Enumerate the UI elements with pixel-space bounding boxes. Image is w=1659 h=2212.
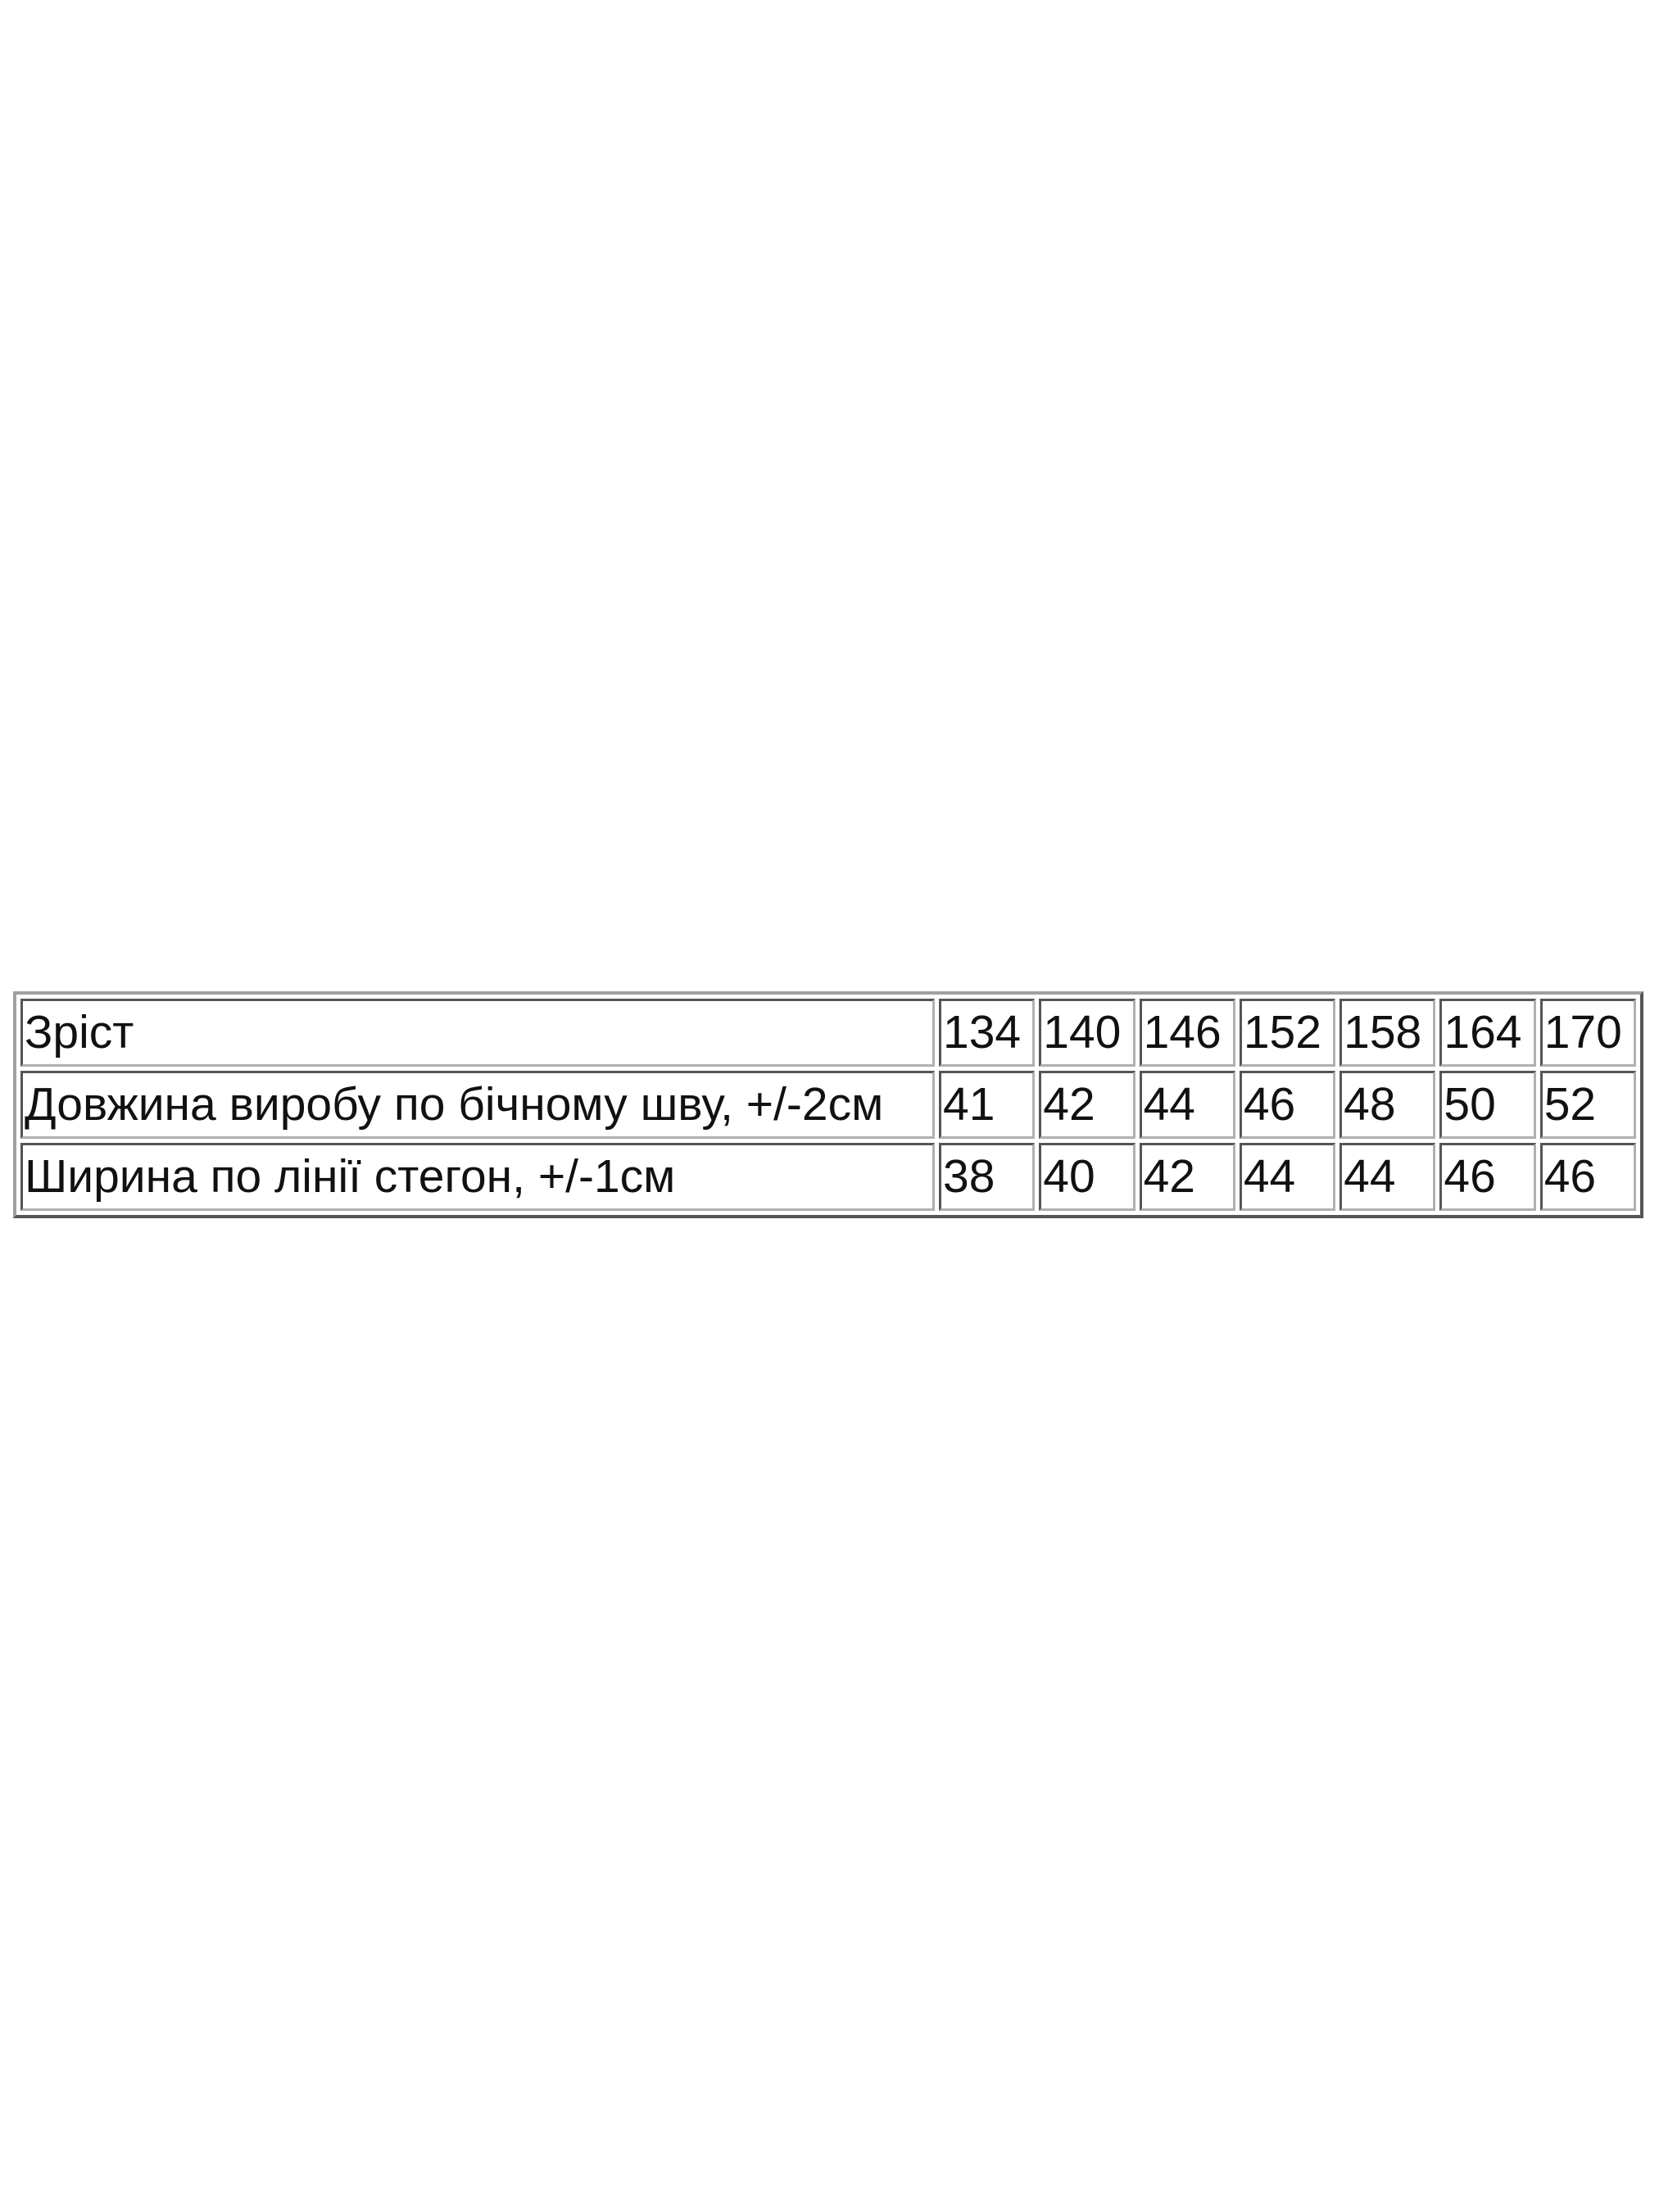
table-cell: 48 (1339, 1071, 1436, 1139)
table-cell: 164 (1439, 999, 1536, 1067)
table-cell: 46 (1539, 1143, 1636, 1211)
table-cell: 140 (1039, 999, 1135, 1067)
table-cell: 42 (1039, 1071, 1135, 1139)
table-cell: 46 (1439, 1143, 1536, 1211)
table-cell: 46 (1239, 1071, 1336, 1139)
table-cell: 44 (1339, 1143, 1436, 1211)
table-cell: 152 (1239, 999, 1336, 1067)
table-cell: 42 (1139, 1143, 1235, 1211)
table-cell: 38 (939, 1143, 1036, 1211)
row-label: Зріст (20, 999, 935, 1067)
table-cell: 44 (1239, 1143, 1336, 1211)
table-cell: 44 (1139, 1071, 1235, 1139)
table-cell: 50 (1439, 1071, 1536, 1139)
table-cell: 146 (1139, 999, 1235, 1067)
table-row: Довжина виробу по бічному шву, +/-2см 41 4… (20, 1071, 1636, 1139)
table-cell: 158 (1339, 999, 1436, 1067)
row-label: Довжина виробу по бічному шву, +/-2см (20, 1071, 935, 1139)
table-cell: 40 (1039, 1143, 1135, 1211)
size-table: Зріст 134 140 146 152 158 164 170 Довжина виробу… (13, 991, 1643, 1218)
table-cell: 41 (939, 1071, 1036, 1139)
table-cell: 170 (1539, 999, 1636, 1067)
table-cell: 134 (939, 999, 1036, 1067)
table-row: Ширина по лінії стегон, +/-1см 38 40 42 44 44… (20, 1143, 1636, 1211)
row-label: Ширина по лінії стегон, +/-1см (20, 1143, 935, 1211)
table-cell: 52 (1539, 1071, 1636, 1139)
table-row: Зріст 134 140 146 152 158 164 170 (20, 999, 1636, 1067)
